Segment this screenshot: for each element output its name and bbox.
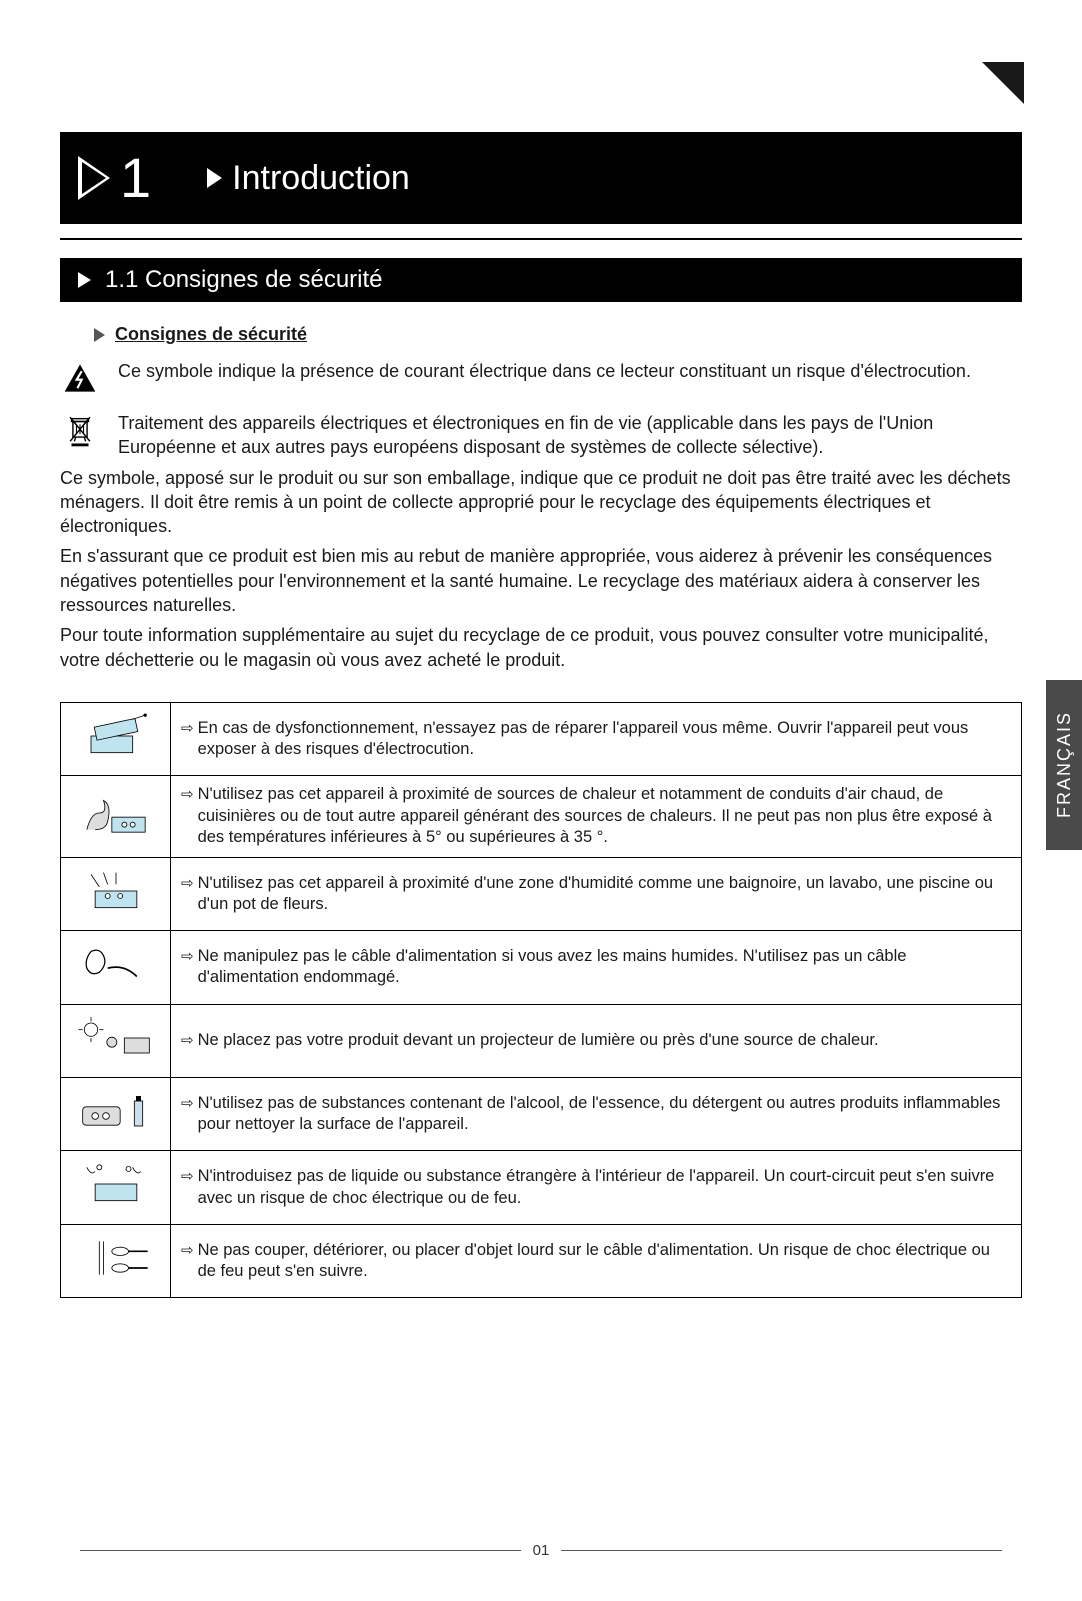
safety-text-cell: ⇨Ne placez pas votre produit devant un p… [171,1004,1022,1077]
body-paragraph-1: Ce symbole, apposé sur le produit ou sur… [60,466,1022,539]
sunlight-icon [61,1004,171,1077]
subheading: Consignes de sécurité [115,324,307,345]
safety-text: Ne manipulez pas le câble d'alimentation… [198,946,1011,989]
page-footer: 01 [80,1542,1002,1559]
safety-text-cell: ⇨Ne manipulez pas le câble d'alimentatio… [171,931,1022,1004]
corner-marker [982,62,1024,104]
safety-text-cell: ⇨N'introduisez pas de liquide ou substan… [171,1151,1022,1224]
subheading-row: Consignes de sécurité [94,324,1022,345]
bullet-arrow-icon: ⇨ [181,1166,194,1187]
safety-text: N'utilisez pas cet appareil à proximité … [198,873,1011,916]
chapter-number-group: 1 [60,150,151,206]
chapter-number: 1 [120,150,151,206]
safety-text: N'utilisez pas de substances contenant d… [198,1093,1011,1136]
warning-electrical-text: Ce symbole indique la présence de couran… [118,359,971,383]
wet-hands-icon [61,931,171,1004]
subheading-play-icon [94,328,105,342]
chapter-title-play-icon [207,168,222,188]
humidity-icon [61,857,171,930]
safety-text-cell: ⇨N'utilisez pas cet appareil à proximité… [171,857,1022,930]
warning-weee-text: Traitement des appareils électriques et … [118,411,1022,460]
language-tab: FRANÇAIS [1046,680,1082,850]
section-title: 1.1 Consignes de sécurité [105,266,383,294]
cable-cut-icon [61,1224,171,1297]
safety-text-cell: ⇨N'utilisez pas cet appareil à proximité… [171,776,1022,857]
chapter-title-group: Introduction [207,159,410,198]
table-row: ⇨N'utilisez pas de substances contenant … [61,1078,1022,1151]
table-row: ⇨N'utilisez pas cet appareil à proximité… [61,776,1022,857]
page-number: 01 [533,1542,550,1559]
safety-text: En cas de dysfonctionnement, n'essayez p… [198,718,1011,761]
bullet-arrow-icon: ⇨ [181,946,194,967]
chapter-divider [60,238,1022,240]
chemicals-icon [61,1078,171,1151]
safety-text: Ne placez pas votre produit devant un pr… [198,1030,879,1051]
bullet-arrow-icon: ⇨ [181,1030,194,1051]
safety-table: ⇨En cas de dysfonctionnement, n'essayez … [60,702,1022,1298]
bullet-arrow-icon: ⇨ [181,1240,194,1261]
bullet-arrow-icon: ⇨ [181,718,194,739]
body-paragraph-2: En s'assurant que ce produit est bien mi… [60,544,1022,617]
liquid-inside-icon [61,1151,171,1224]
safety-text-cell: ⇨N'utilisez pas de substances contenant … [171,1078,1022,1151]
bullet-arrow-icon: ⇨ [181,1093,194,1114]
device-open-icon [61,702,171,775]
table-row: ⇨N'introduisez pas de liquide ou substan… [61,1151,1022,1224]
footer-rule-left [80,1550,521,1551]
safety-text: N'introduisez pas de liquide ou substanc… [198,1166,1011,1209]
safety-text-cell: ⇨Ne pas couper, détériorer, ou placer d'… [171,1224,1022,1297]
chapter-title: Introduction [232,159,410,198]
section-bar: 1.1 Consignes de sécurité [60,258,1022,302]
warning-electrical: Ce symbole indique la présence de couran… [60,359,1022,395]
language-tab-label: FRANÇAIS [1054,711,1075,818]
section-play-icon [78,272,91,288]
lightning-triangle-icon [60,359,100,395]
bullet-arrow-icon: ⇨ [181,873,194,894]
table-row: ⇨Ne manipulez pas le câble d'alimentatio… [61,931,1022,1004]
table-row: ⇨Ne pas couper, détériorer, ou placer d'… [61,1224,1022,1297]
chapter-header: 1 Introduction [60,132,1022,224]
footer-rule-right [561,1550,1002,1551]
bullet-arrow-icon: ⇨ [181,784,194,805]
chapter-play-icon [78,156,110,200]
heat-source-icon [61,776,171,857]
body-paragraph-3: Pour toute information supplémentaire au… [60,623,1022,672]
table-row: ⇨Ne placez pas votre produit devant un p… [61,1004,1022,1077]
table-row: ⇨En cas de dysfonctionnement, n'essayez … [61,702,1022,775]
safety-text-cell: ⇨En cas de dysfonctionnement, n'essayez … [171,702,1022,775]
weee-bin-icon [60,411,100,447]
table-row: ⇨N'utilisez pas cet appareil à proximité… [61,857,1022,930]
safety-text: N'utilisez pas cet appareil à proximité … [198,784,1011,848]
safety-text: Ne pas couper, détériorer, ou placer d'o… [198,1240,1011,1283]
warning-weee: Traitement des appareils électriques et … [60,411,1022,460]
